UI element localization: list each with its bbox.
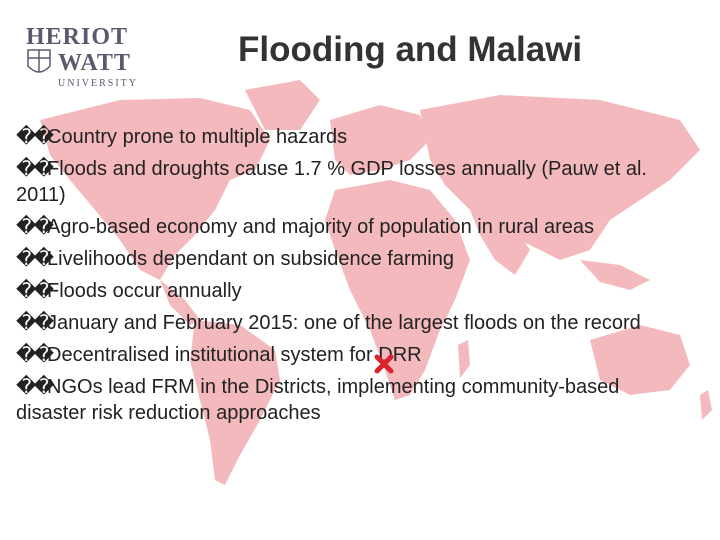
bullet-item: ��Country prone to multiple hazards: [16, 124, 656, 150]
bullet-text: Country prone to multiple hazards: [47, 126, 348, 148]
logo-line2: WATT: [58, 50, 131, 76]
bullet-text: January and February 2015: one of the la…: [47, 312, 641, 334]
bullet-item: ��NGOs lead FRM in the Districts, implem…: [16, 374, 656, 426]
madagascar-shape: [458, 340, 470, 378]
logo-crest-icon: [27, 49, 51, 73]
bullet-item: ��Decentralised institutional system for…: [16, 342, 656, 368]
southeast-asia-shape: [580, 260, 650, 290]
bullet-item: ��Livelihoods dependant on subsidence fa…: [16, 246, 656, 272]
bullet-list: ��Country prone to multiple hazards ��Fl…: [16, 124, 656, 432]
world-map-background: [40, 80, 712, 485]
bullet-item: ��January and February 2015: one of the …: [16, 310, 656, 336]
bullet-glyph: ��: [16, 216, 54, 238]
logo-line3: UNIVERSITY: [58, 78, 138, 89]
bullet-text: Floods and droughts cause 1.7 % GDP loss…: [16, 158, 647, 206]
bullet-glyph: ��: [16, 158, 54, 180]
australia-shape: [590, 325, 690, 395]
bullet-item: ��Agro-based economy and majority of pop…: [16, 214, 656, 240]
bullet-text: NGOs lead FRM in the Districts, implemen…: [16, 376, 620, 424]
cross-marker-icon: [374, 354, 394, 374]
heriot-watt-logo: HERIOT WATT UNIVERSITY: [26, 24, 138, 89]
bullet-glyph: ��: [16, 312, 54, 334]
europe-shape: [330, 105, 430, 175]
logo-line1: HERIOT: [26, 24, 128, 50]
south-america-shape: [190, 320, 280, 485]
bullet-glyph: ��: [16, 344, 54, 366]
greenland-shape: [245, 80, 320, 130]
bullet-glyph: ��: [16, 280, 54, 302]
africa-shape: [325, 180, 470, 400]
bullet-text: Decentralised institutional system for D…: [47, 344, 422, 366]
bullet-glyph: ��: [16, 376, 54, 398]
bullet-glyph: ��: [16, 248, 54, 270]
bullet-text: Floods occur annually: [47, 280, 242, 302]
bullet-item: ��Floods and droughts cause 1.7 % GDP lo…: [16, 156, 656, 208]
central-america-shape: [160, 280, 200, 325]
bullet-glyph: ��: [16, 126, 54, 148]
north-america-shape: [40, 98, 270, 280]
new-zealand-shape: [700, 390, 712, 420]
bullet-text: Livelihoods dependant on subsidence farm…: [47, 248, 454, 270]
india-shape: [470, 210, 530, 275]
bullet-text: Agro-based economy and majority of popul…: [47, 216, 594, 238]
bullet-item: ��Floods occur annually: [16, 278, 656, 304]
page-title: Flooding and Malawi: [238, 30, 583, 69]
